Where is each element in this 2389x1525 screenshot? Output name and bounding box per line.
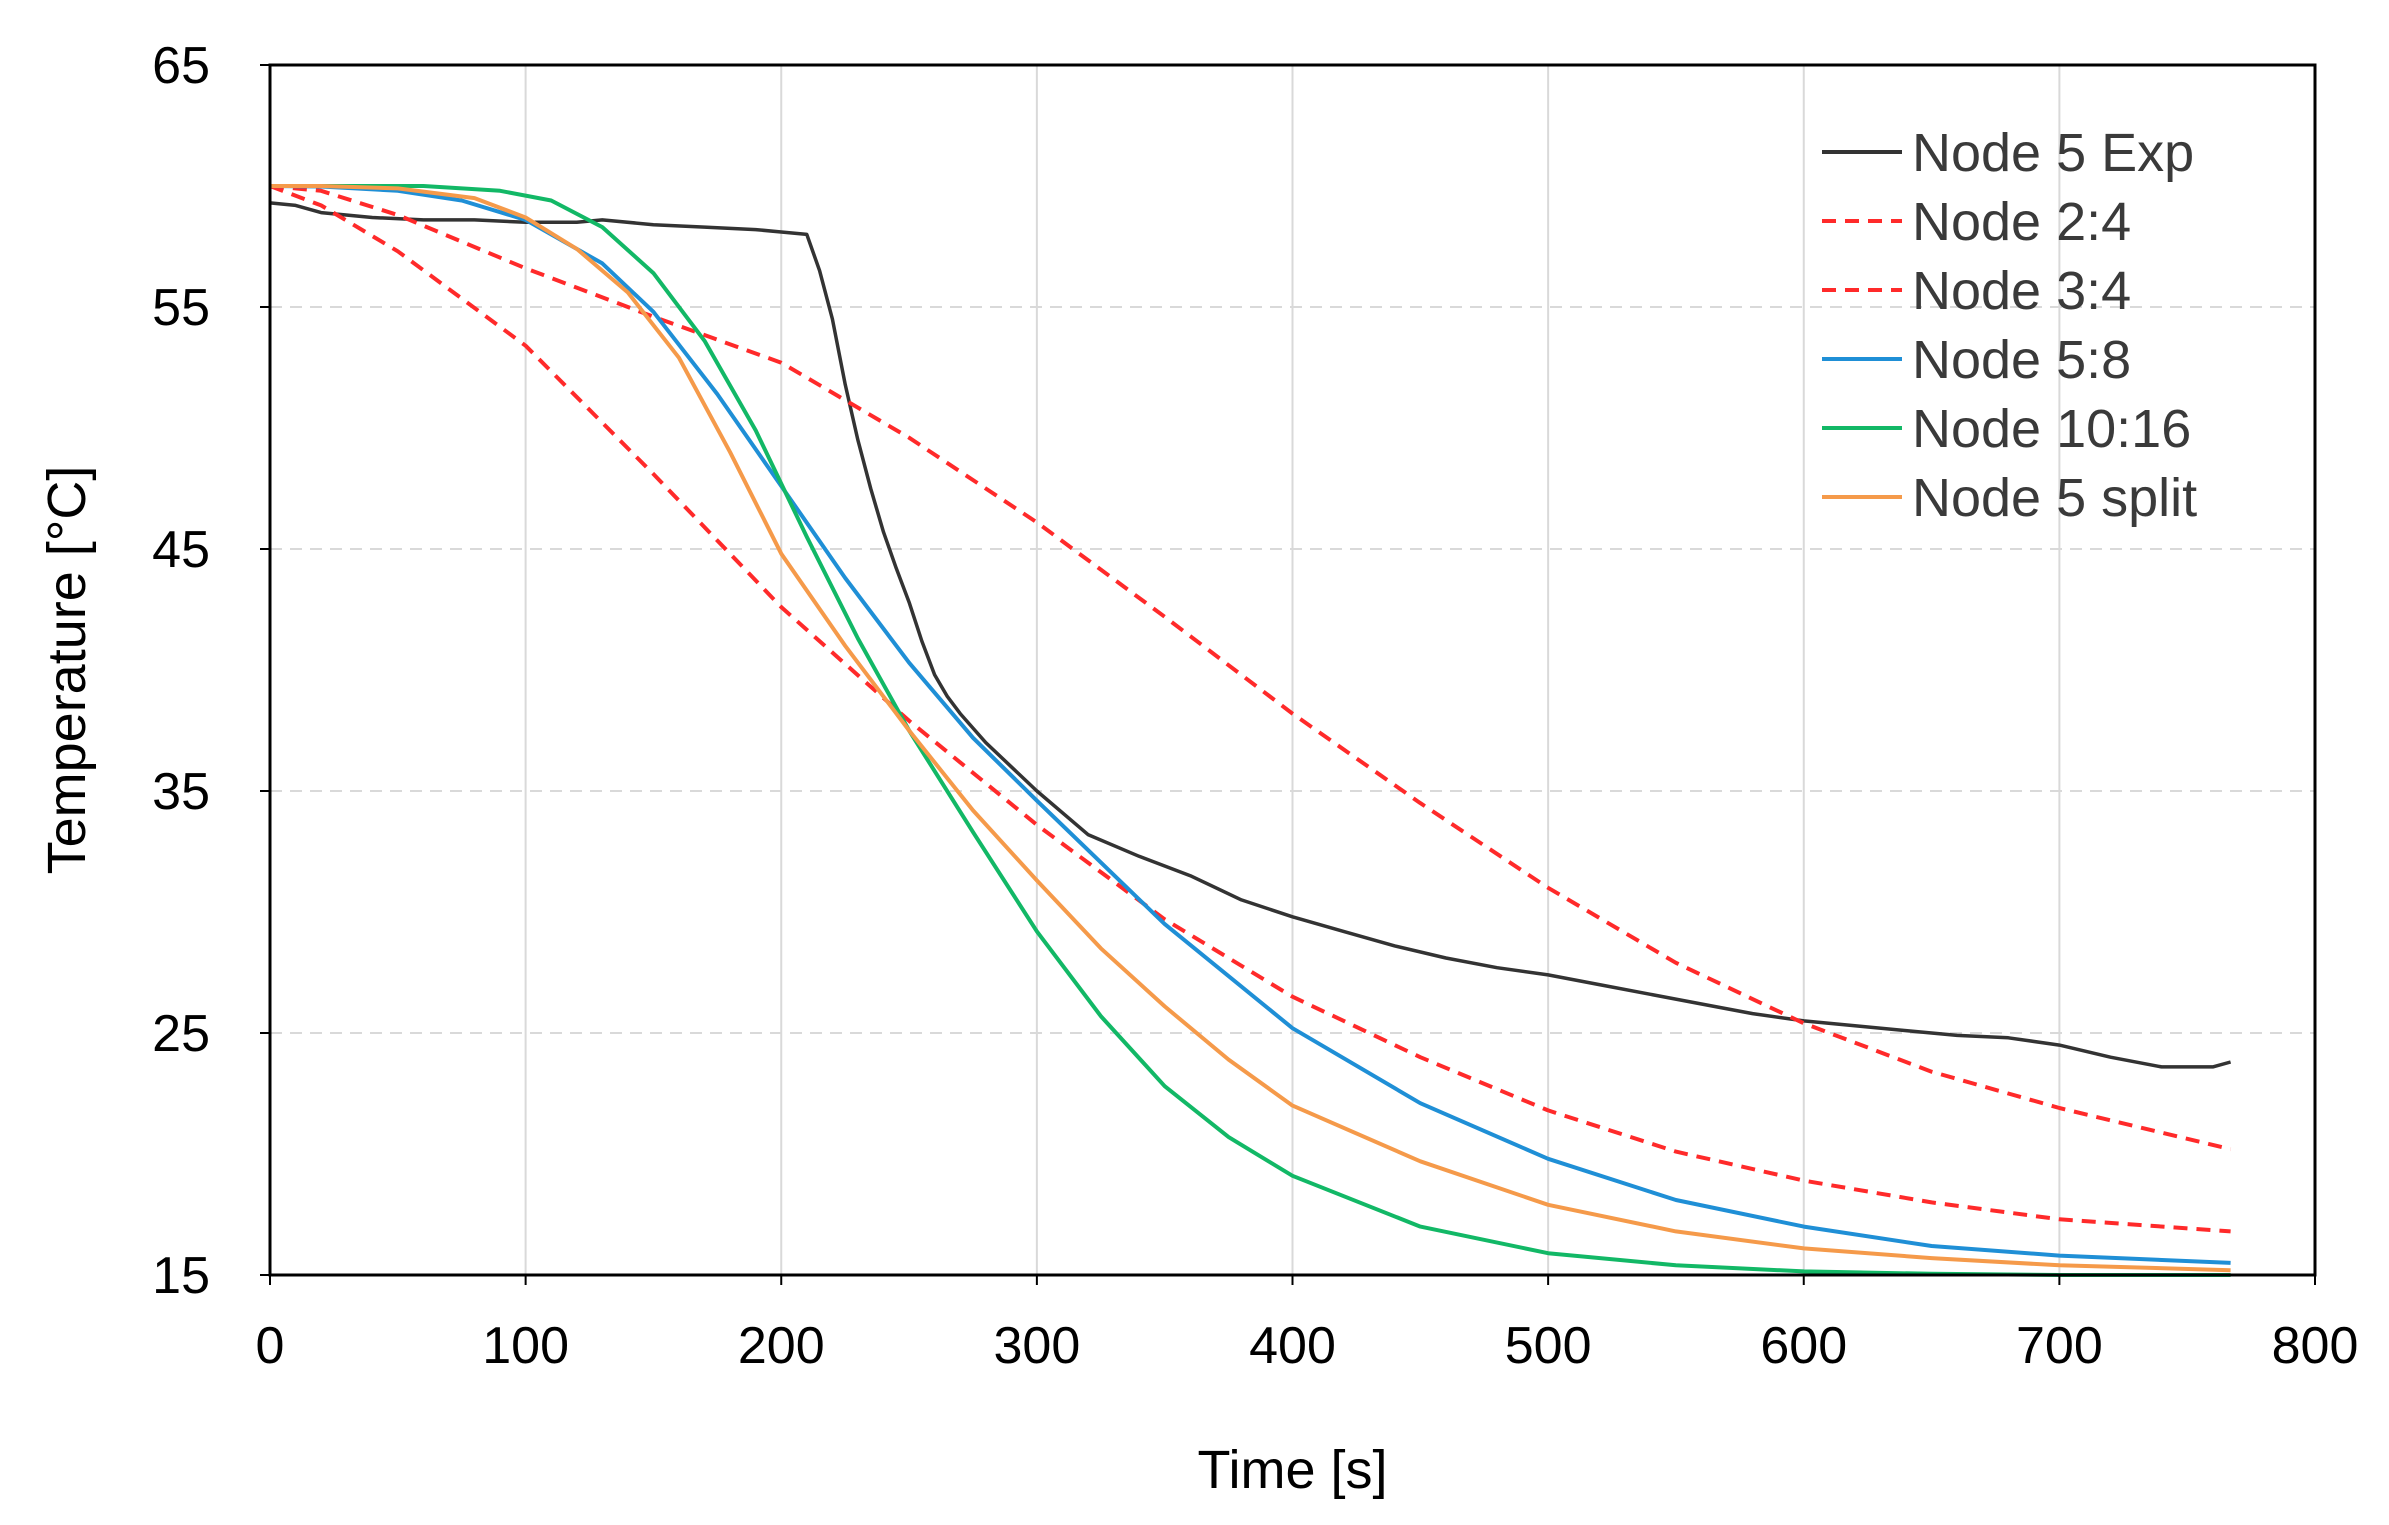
- legend-label-node-2-4: Node 2:4: [1912, 192, 2131, 252]
- x-tick-label: 100: [482, 1317, 569, 1375]
- y-tick-label: 65: [152, 37, 210, 95]
- x-tick-label: 300: [993, 1317, 1080, 1375]
- legend-label-node-10-16: Node 10:16: [1912, 399, 2191, 459]
- x-tick-label: 200: [738, 1317, 825, 1375]
- legend-label-node-5-exp: Node 5 Exp: [1912, 123, 2194, 183]
- axis-ticks: 0 100 200 300 400 500 600 700 800 15 25 35 45 55 65: [152, 37, 2358, 1375]
- series-line-node-10-16: [270, 184, 2231, 1277]
- x-tick-label: 400: [1249, 1317, 1336, 1375]
- series-line-node-5-8: [269, 184, 2231, 1265]
- x-tick-label: 600: [1760, 1317, 1847, 1375]
- legend: Node 5 Exp Node 2:4 Node 3:4 Node 5:8 Node 1…: [1822, 123, 2197, 528]
- legend-label-node-5-8: Node 5:8: [1912, 330, 2131, 390]
- y-tick-label: 55: [152, 279, 210, 337]
- x-axis-title: Time [s]: [1197, 1440, 1387, 1500]
- legend-label-node-3-4: Node 3:4: [1912, 261, 2131, 321]
- legend-label-node-5-split: Node 5 split: [1912, 468, 2197, 528]
- y-axis-title: Temperature [°C]: [37, 466, 97, 875]
- x-tick-label: 500: [1505, 1317, 1592, 1375]
- x-tick-label: 700: [2016, 1317, 2103, 1375]
- series-layer: [269, 184, 2232, 1277]
- grid: [270, 65, 2315, 1275]
- y-tick-label: 15: [152, 1247, 210, 1305]
- series-line-node-5-split: [270, 184, 2231, 1273]
- x-tick-label: 0: [256, 1317, 285, 1375]
- y-tick-label: 45: [152, 521, 210, 579]
- y-tick-label: 35: [152, 763, 210, 821]
- x-tick-label: 800: [2272, 1317, 2359, 1375]
- y-tick-label: 25: [152, 1005, 210, 1063]
- series-line-node-5-exp: [269, 201, 2232, 1069]
- series-line-node-3-4: [269, 184, 2231, 1234]
